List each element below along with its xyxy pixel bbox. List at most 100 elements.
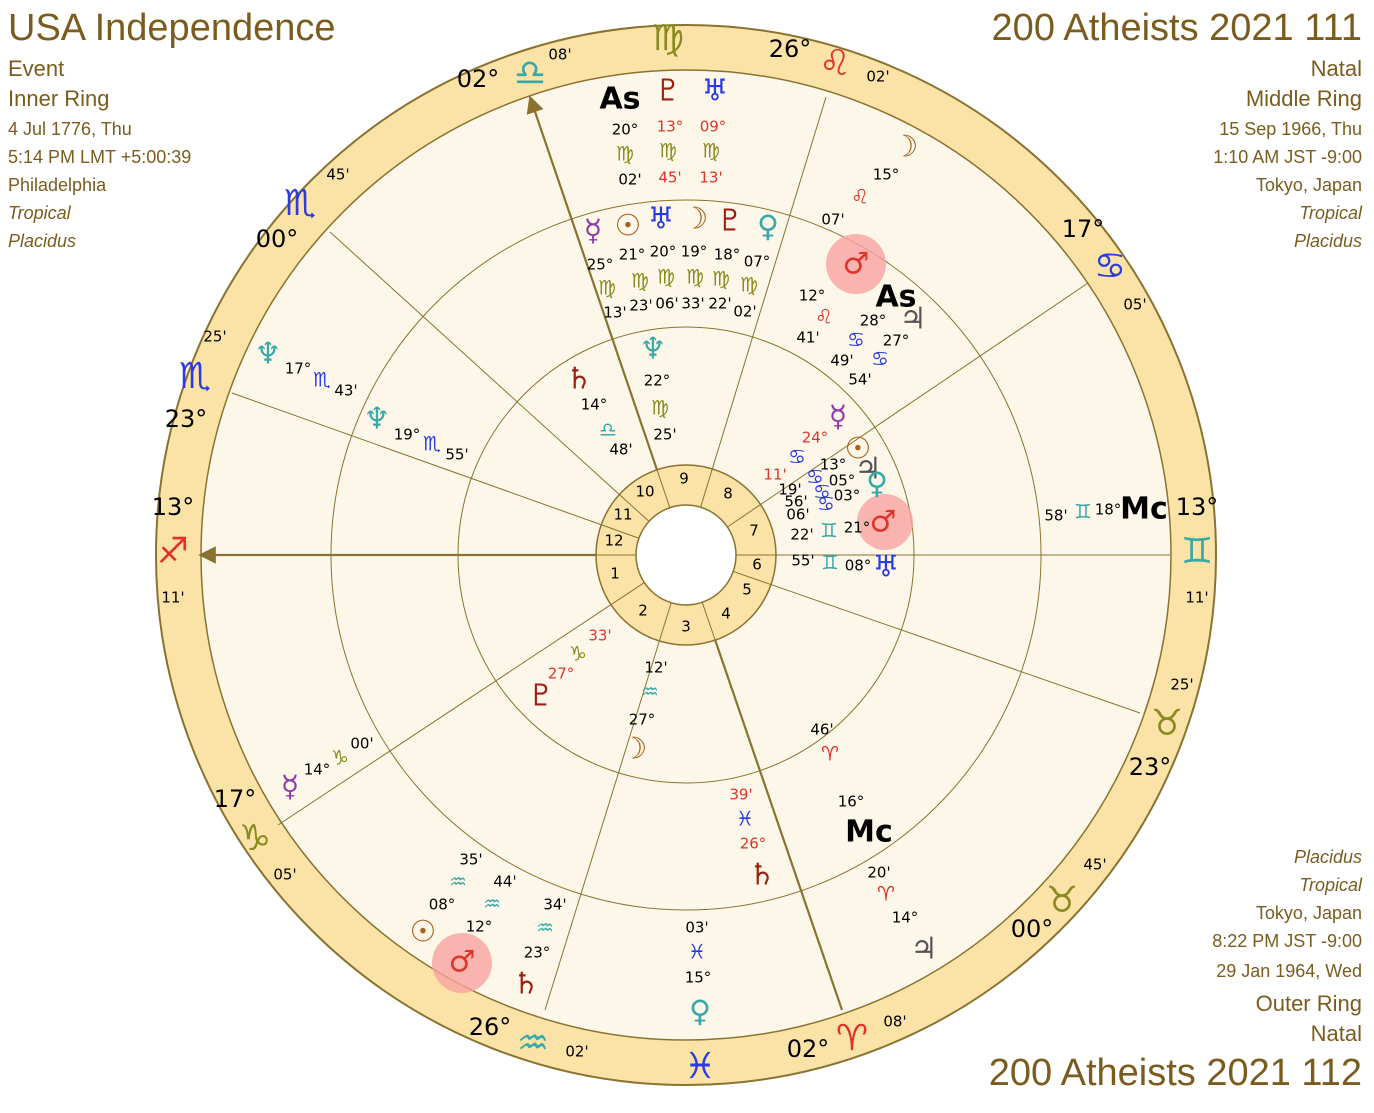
wheel-label: 20°: [650, 243, 677, 261]
wheel-label: 05': [1123, 296, 1146, 314]
wheel-label: 03': [685, 919, 708, 937]
wheel-label: ♏: [179, 356, 211, 397]
wheel-label: 20': [867, 864, 890, 882]
wheel-label: ♃: [900, 302, 927, 337]
wheel-label: ♍: [659, 139, 677, 163]
header-line: Philadelphia: [8, 175, 107, 195]
wheel-label: ♍: [631, 269, 649, 293]
wheel-label: ☿: [584, 214, 602, 249]
header-title: 200 Atheists 2021 112: [989, 1052, 1362, 1094]
header-line: Tropical: [1299, 203, 1363, 223]
wheel-label: ♍: [651, 396, 669, 420]
cusp-line: [770, 584, 1141, 714]
wheel-label: 44': [493, 873, 516, 891]
wheel-label: ♌: [851, 185, 869, 209]
wheel-label: 25': [203, 328, 226, 346]
wheel-label: ♌: [815, 305, 833, 329]
wheel-label: 24°: [802, 429, 829, 447]
house-divider: [656, 469, 671, 508]
cusp-line: [231, 392, 602, 526]
wheel-label: ♊: [821, 551, 839, 575]
wheel-label: 18°: [1095, 501, 1122, 519]
highlight: [857, 494, 913, 550]
wheel-label: ♂: [449, 945, 476, 980]
wheel-label: 20°: [612, 121, 639, 139]
wheel-label: ♑: [239, 818, 271, 859]
house-divider: [727, 504, 761, 528]
wheel-label: 13°: [152, 493, 195, 521]
wheel-label: ♃: [911, 932, 938, 967]
wheel-label: 05': [273, 866, 296, 884]
wheel-label: ♍: [616, 142, 634, 166]
wheel-label: ♏: [284, 183, 316, 224]
header-line: Placidus: [1294, 847, 1362, 867]
wheel-label: ♎: [514, 53, 546, 94]
wheel-label: ♊: [1074, 500, 1092, 524]
wheel-label: ♅: [648, 202, 675, 237]
wheel-label: ♂: [870, 505, 897, 540]
wheel-label: 12': [644, 659, 667, 677]
wheel-label: 12°: [466, 918, 493, 936]
header-line: 8:22 PM JST -9:00: [1212, 931, 1362, 951]
wheel-label: 23': [629, 297, 652, 315]
wheel-label: 15°: [685, 969, 712, 987]
wheel-label: 34': [543, 896, 566, 914]
wheel-label: 07': [821, 211, 844, 229]
wheel-label: 27°: [629, 711, 656, 729]
wheel-label: ♊: [820, 519, 838, 543]
wheel-label: 00°: [1011, 915, 1054, 943]
wheel-label: ♈: [877, 882, 895, 906]
wheel-label: 08°: [429, 896, 456, 914]
wheel-label: ♆: [255, 337, 282, 372]
wheel-label: ♒: [483, 892, 501, 916]
wheel-label: 45': [326, 166, 349, 184]
wheel-label: ♓: [688, 940, 706, 964]
wheel-label: 55': [445, 446, 468, 464]
wheel-label: 08°: [845, 557, 872, 575]
house-divider: [619, 494, 650, 522]
wheel-label: 15°: [873, 166, 900, 184]
wheel-label: 41': [796, 329, 819, 347]
wheel-label: 09°: [700, 118, 727, 136]
wheel-label: 6: [752, 556, 762, 574]
wheel-label: 56': [784, 493, 807, 511]
header-line: Tropical: [1299, 875, 1363, 895]
header-line: 5:14 PM LMT +5:00:39: [8, 147, 191, 167]
wheel-label: Mc: [845, 815, 893, 850]
header-line: Natal: [1311, 56, 1362, 81]
wheel-label: 13°: [820, 456, 847, 474]
wheel-label: ♍: [702, 139, 720, 163]
wheel-label: ♋: [813, 480, 831, 504]
wheel-label: 25': [653, 426, 676, 444]
wheel-label: 13': [603, 304, 626, 322]
wheel-label: ♉: [1151, 703, 1183, 744]
wheel-label: ♀: [689, 995, 711, 1030]
wheel-label: 05°: [829, 472, 856, 490]
wheel-label: ♇: [655, 74, 682, 109]
header-line: 1:10 AM JST -9:00: [1213, 147, 1362, 167]
wheel-label: ♀: [866, 467, 888, 502]
wheel-label: 26°: [469, 1013, 512, 1041]
wheel-label: 07°: [744, 253, 771, 271]
wheel-label: 54': [848, 371, 871, 389]
cusp-line: [544, 640, 660, 1011]
cusp-line: [711, 96, 827, 470]
wheel-label: 14°: [892, 909, 919, 927]
wheel-label: ♈: [836, 1018, 868, 1059]
wheel-label: 3: [681, 618, 691, 636]
wheel-label: 03°: [834, 487, 861, 505]
wheel-label: ♉: [1046, 880, 1078, 921]
wheel-label: 23°: [165, 405, 208, 433]
wheel-label: 33': [588, 627, 611, 645]
header-line: Tropical: [8, 203, 72, 223]
wheel-label: ♄: [566, 362, 593, 397]
wheel-label: 25': [1170, 676, 1193, 694]
wheel-label: ♎: [599, 418, 617, 442]
wheel-label: 46': [810, 721, 833, 739]
wheel-label: 26°: [740, 835, 767, 853]
center-circle: [635, 504, 737, 606]
wheel-label: 23°: [524, 944, 551, 962]
wheel-label: 33': [681, 295, 704, 313]
wheel-label: 17°: [1062, 215, 1105, 243]
wheel-label: ♂: [843, 247, 870, 282]
